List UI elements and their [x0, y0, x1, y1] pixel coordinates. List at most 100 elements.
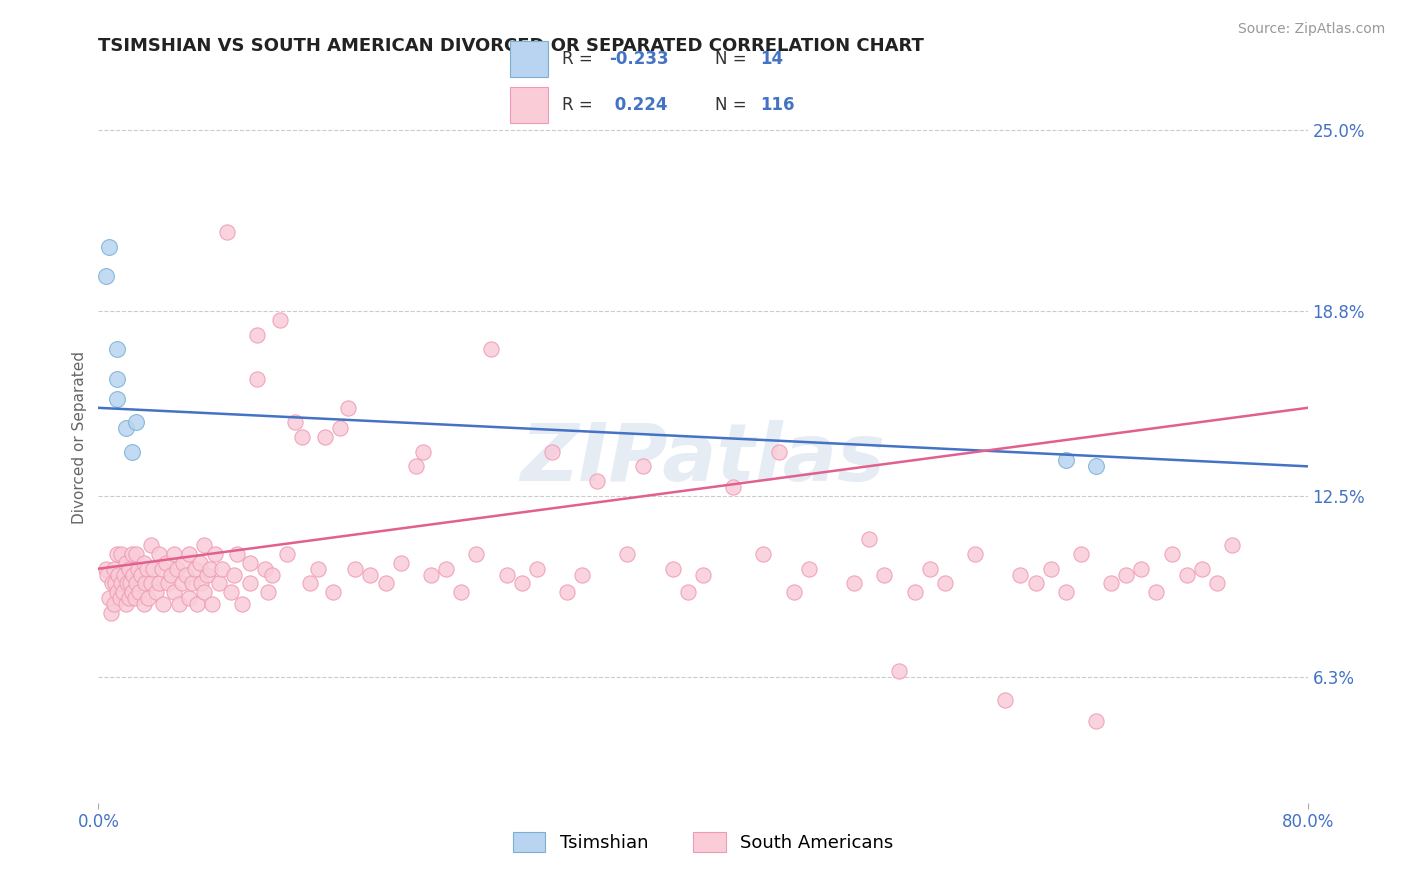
Point [170, 576, 193, 591]
Point [145, 585, 167, 599]
Point [105, 392, 128, 406]
Point [114, 421, 136, 435]
Text: N =: N = [716, 96, 752, 114]
Point [103, 597, 125, 611]
Point [336, 401, 359, 415]
Point [616, 547, 638, 561]
Point [186, 597, 208, 611]
Point [111, 585, 134, 599]
Point [105, 547, 128, 561]
Point [129, 567, 152, 582]
Text: N =: N = [716, 50, 752, 68]
Point [208, 576, 231, 591]
Point [994, 693, 1017, 707]
Point [307, 562, 329, 576]
Point [1191, 562, 1213, 576]
Point [163, 547, 186, 561]
Point [141, 538, 163, 552]
Point [291, 430, 314, 444]
Point [114, 556, 136, 570]
Point [98, 591, 121, 605]
Point [134, 576, 156, 591]
Point [676, 585, 699, 599]
Point [188, 556, 211, 570]
Point [94, 562, 117, 576]
Point [179, 547, 201, 561]
Point [125, 576, 148, 591]
Point [96, 567, 118, 582]
Point [108, 591, 131, 605]
Point [174, 567, 197, 582]
Point [1024, 576, 1046, 591]
Point [179, 591, 201, 605]
Point [150, 562, 173, 576]
Point [1039, 562, 1062, 576]
Point [122, 567, 145, 582]
Point [121, 585, 143, 599]
Point [465, 547, 488, 561]
Point [1099, 576, 1122, 591]
Point [873, 567, 896, 582]
Point [246, 371, 269, 385]
Point [211, 562, 233, 576]
Point [204, 547, 226, 561]
Point [152, 597, 174, 611]
Text: R =: R = [562, 96, 599, 114]
Point [555, 585, 578, 599]
Text: Source: ZipAtlas.com: Source: ZipAtlas.com [1237, 22, 1385, 37]
Point [172, 556, 194, 570]
Point [184, 562, 207, 576]
Point [141, 576, 163, 591]
Point [918, 562, 941, 576]
Point [166, 562, 188, 576]
Text: TSIMSHIAN VS SOUTH AMERICAN DIVORCED OR SEPARATED CORRELATION CHART: TSIMSHIAN VS SOUTH AMERICAN DIVORCED OR … [98, 37, 924, 54]
Point [934, 576, 956, 591]
Point [190, 576, 212, 591]
Point [121, 547, 143, 561]
Point [156, 576, 179, 591]
Point [586, 474, 609, 488]
Point [221, 585, 243, 599]
Point [262, 567, 284, 582]
Point [148, 547, 170, 561]
Point [160, 567, 183, 582]
Point [121, 444, 143, 458]
Point [118, 562, 141, 576]
Point [412, 444, 434, 458]
Point [135, 562, 157, 576]
Point [1070, 547, 1092, 561]
Point [405, 459, 427, 474]
Point [723, 480, 745, 494]
Text: 0.224: 0.224 [609, 96, 668, 114]
Point [104, 576, 127, 591]
Point [101, 576, 124, 591]
Point [1115, 567, 1137, 582]
Point [181, 576, 204, 591]
Point [1144, 585, 1167, 599]
Text: 14: 14 [759, 50, 783, 68]
Point [239, 576, 262, 591]
Point [1175, 567, 1198, 582]
Text: ZIPatlas: ZIPatlas [520, 420, 886, 498]
Point [107, 567, 129, 582]
Point [136, 591, 159, 605]
Point [269, 313, 291, 327]
Y-axis label: Divorced or Separated: Divorced or Separated [72, 351, 87, 524]
Point [167, 597, 190, 611]
Point [329, 421, 352, 435]
Point [1054, 585, 1077, 599]
Point [510, 576, 533, 591]
Point [253, 562, 276, 576]
Point [231, 597, 253, 611]
Point [105, 585, 128, 599]
FancyBboxPatch shape [510, 41, 547, 77]
FancyBboxPatch shape [510, 87, 547, 123]
Point [692, 567, 714, 582]
Point [195, 567, 218, 582]
Point [193, 585, 215, 599]
Point [1054, 453, 1077, 467]
Point [1085, 714, 1108, 728]
Point [105, 343, 128, 357]
Point [768, 444, 790, 458]
Point [858, 533, 880, 547]
